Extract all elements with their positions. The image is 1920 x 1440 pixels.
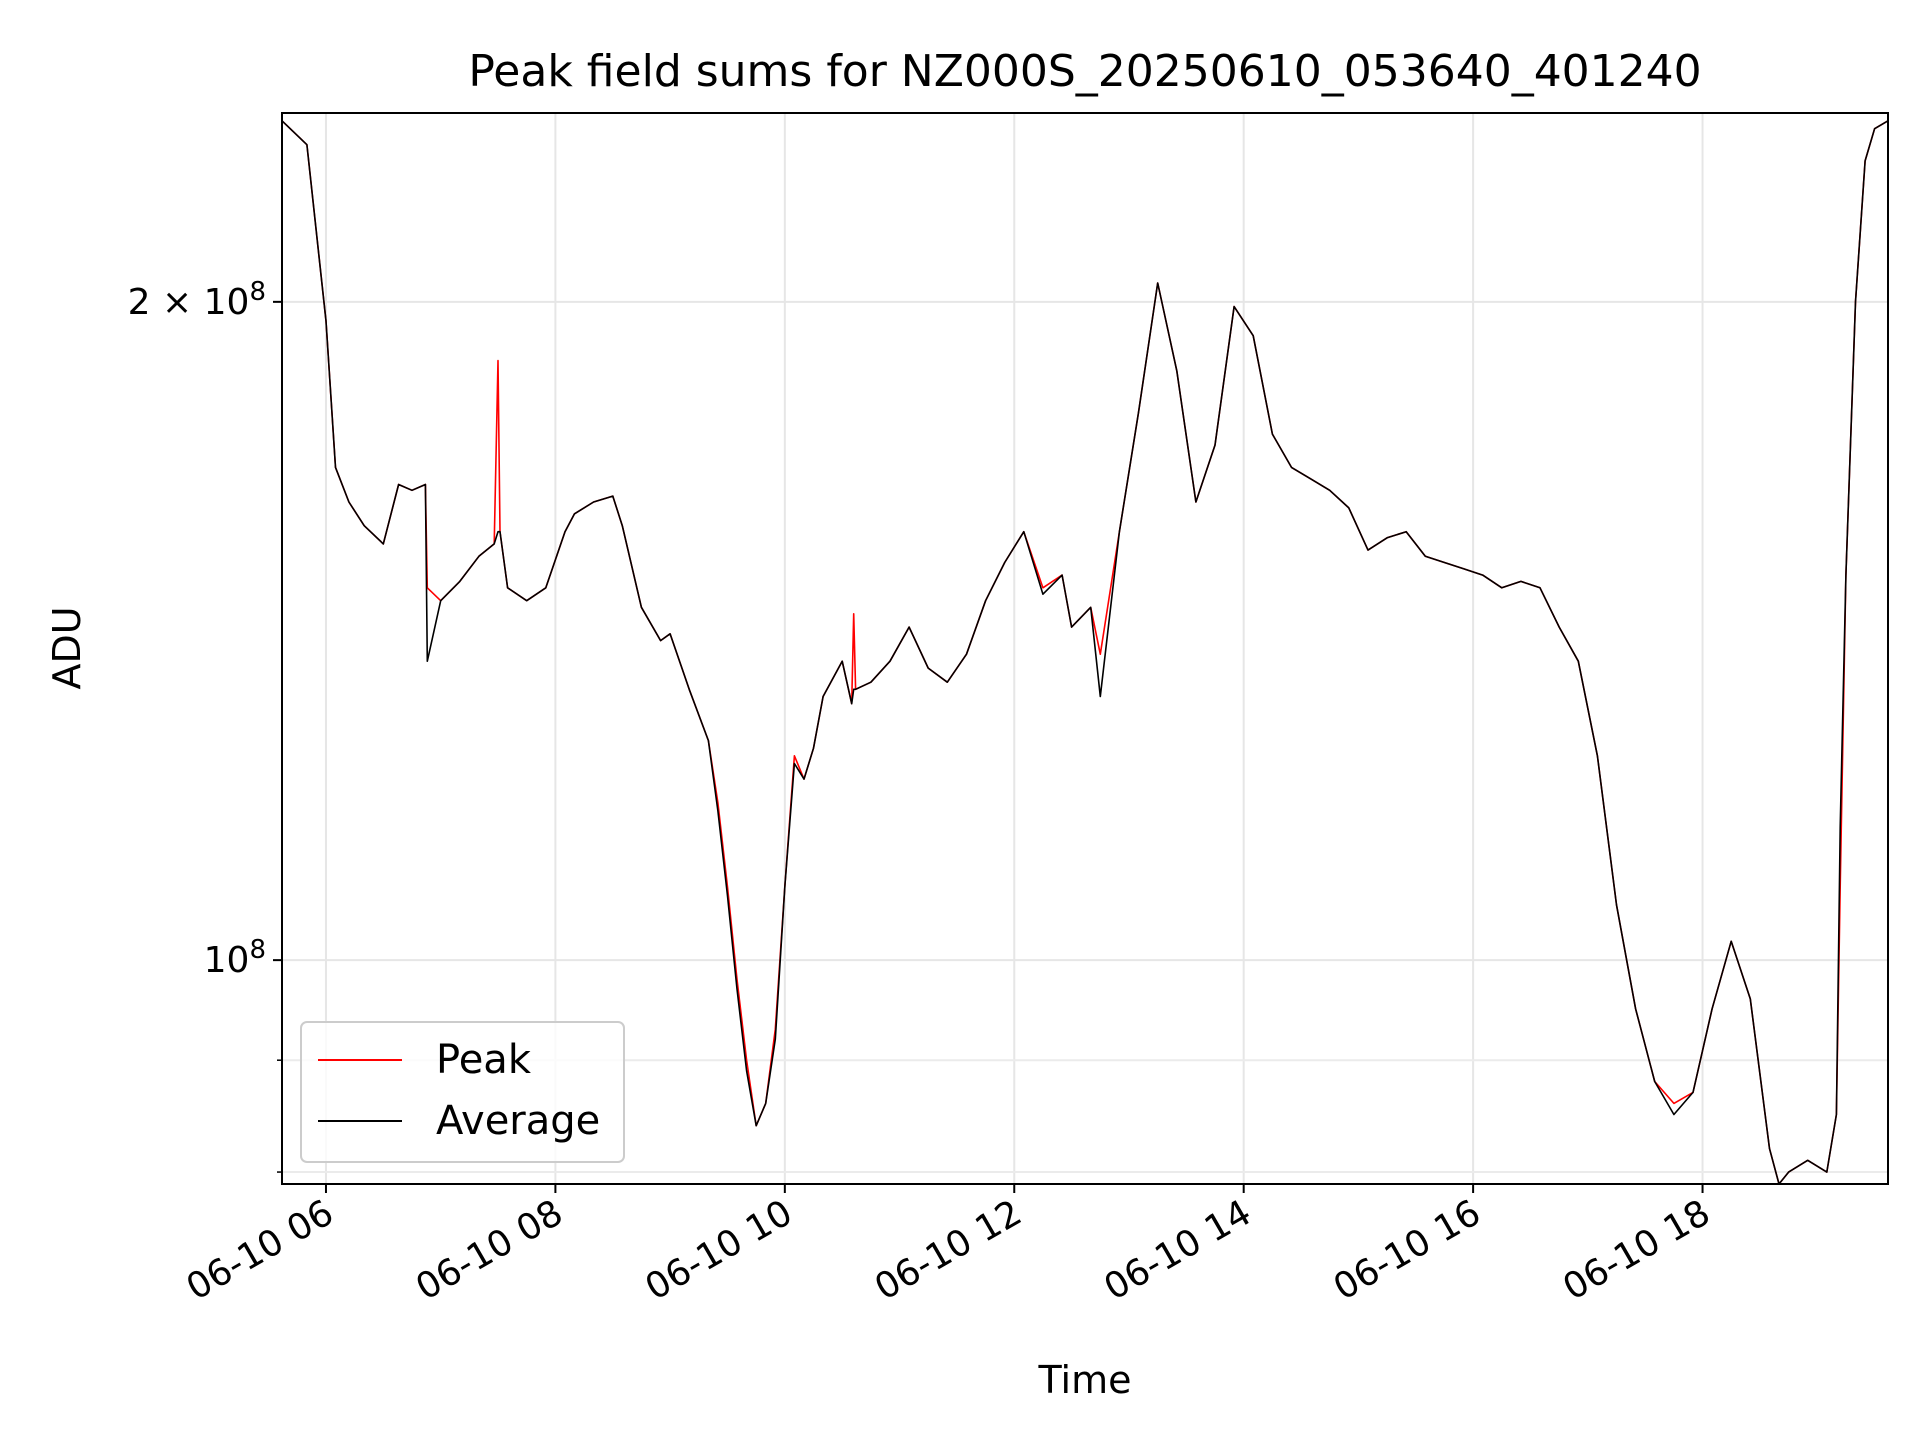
y-axis: 108 2 × 108 bbox=[128, 277, 282, 1173]
x-axis-label: Time bbox=[1038, 1358, 1132, 1402]
legend-box bbox=[300, 1021, 625, 1163]
legend-label-peak: Peak bbox=[436, 1037, 532, 1083]
chart-title: Peak field sums for NZ000S_20250610_0536… bbox=[468, 46, 1701, 97]
legend-label-average: Average bbox=[436, 1098, 600, 1144]
legend: Peak Average bbox=[300, 1021, 625, 1163]
y-tick-label: 108 bbox=[204, 935, 266, 981]
series-lines bbox=[281, 120, 1889, 1185]
series-line-average bbox=[281, 120, 1889, 1185]
grid bbox=[282, 113, 1888, 1184]
plot-frame bbox=[281, 112, 1889, 1185]
y-tick-label: 2 × 108 bbox=[128, 277, 266, 323]
y-axis-label: ADU bbox=[45, 606, 89, 689]
